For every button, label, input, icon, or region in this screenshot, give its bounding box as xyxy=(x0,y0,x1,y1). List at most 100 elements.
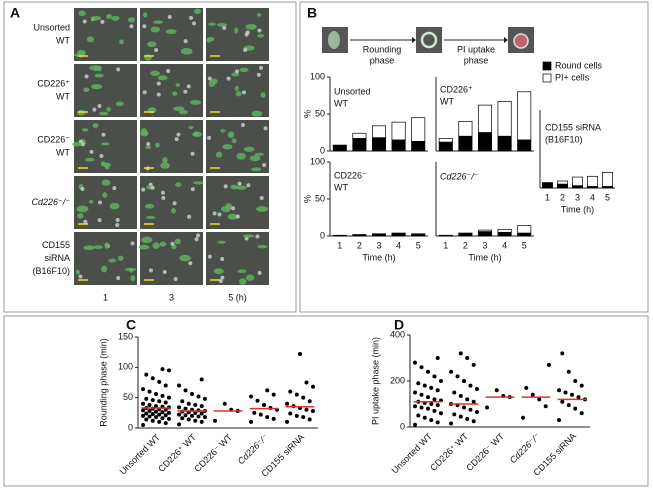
x-tick-label: 4 xyxy=(396,240,401,250)
cell xyxy=(115,223,120,228)
cell xyxy=(161,195,166,200)
dot xyxy=(426,369,430,374)
dot xyxy=(190,413,194,418)
cell xyxy=(117,255,124,261)
cell xyxy=(146,142,151,147)
cell xyxy=(227,213,238,220)
micrograph xyxy=(206,176,269,229)
cell xyxy=(127,17,136,23)
dot xyxy=(202,415,207,420)
cell xyxy=(175,83,181,87)
cell xyxy=(80,186,85,191)
cell xyxy=(254,152,265,156)
cell xyxy=(85,157,95,162)
cell xyxy=(111,15,120,21)
cell xyxy=(102,192,108,198)
cell xyxy=(78,274,83,279)
bar-segment xyxy=(411,233,426,235)
y-tick-label: 50 xyxy=(123,392,133,402)
cell xyxy=(194,8,201,15)
dot xyxy=(465,397,470,402)
cell xyxy=(192,21,197,26)
cell xyxy=(513,33,529,49)
x-tick-label: 5 xyxy=(416,240,421,250)
cell xyxy=(257,244,268,249)
dot xyxy=(196,414,201,419)
x-axis-label: Time (h) xyxy=(468,252,501,262)
cell xyxy=(105,14,112,19)
cell xyxy=(162,269,167,274)
dot xyxy=(452,390,457,395)
dot xyxy=(557,418,562,423)
cell xyxy=(100,161,106,167)
bar-segment xyxy=(517,232,532,237)
cell xyxy=(243,146,255,152)
chart-title: WT xyxy=(334,182,348,192)
bar-segment xyxy=(438,141,453,152)
panel-cd-frame xyxy=(3,315,649,487)
cell xyxy=(260,92,266,98)
cell xyxy=(116,67,121,72)
cell xyxy=(83,219,88,224)
dot xyxy=(307,399,312,404)
cell xyxy=(234,27,239,34)
micrograph xyxy=(206,232,269,285)
bar-segment xyxy=(391,139,406,152)
cell xyxy=(166,69,171,74)
cell xyxy=(90,16,101,21)
x-tick-label: CD226⁻ WT xyxy=(464,431,506,473)
dot xyxy=(310,384,315,389)
bar-segment xyxy=(332,144,347,152)
cell xyxy=(174,137,179,142)
bar-segment xyxy=(411,141,426,152)
dot xyxy=(202,396,207,401)
dot xyxy=(465,416,470,421)
dot xyxy=(150,418,155,423)
cell xyxy=(178,110,188,115)
cell xyxy=(147,41,157,48)
cell xyxy=(223,184,228,189)
column-label: 3 xyxy=(169,292,174,302)
cell xyxy=(174,238,181,245)
bar-segment xyxy=(497,231,512,237)
dot xyxy=(166,368,171,373)
dot xyxy=(524,385,529,390)
y-tick-label: 0 xyxy=(128,422,133,432)
cell xyxy=(99,153,104,158)
cell xyxy=(96,65,102,72)
bar-segment xyxy=(352,132,367,139)
dot xyxy=(560,351,565,356)
dot xyxy=(199,377,204,382)
row-label: (B16F10) xyxy=(32,266,70,276)
cell xyxy=(140,130,149,137)
cell xyxy=(255,234,260,239)
x-tick-label: 5 xyxy=(605,192,610,202)
dot xyxy=(449,421,454,426)
cell xyxy=(246,183,251,188)
y-axis-label: PI uptake phase (min) xyxy=(370,337,380,425)
cell xyxy=(207,135,212,140)
dot xyxy=(177,405,182,410)
dot xyxy=(163,413,168,418)
cell xyxy=(259,195,264,200)
cell xyxy=(75,269,80,275)
cell xyxy=(78,10,86,17)
cell xyxy=(207,76,212,81)
cell xyxy=(119,39,124,45)
cell xyxy=(101,142,110,146)
cell xyxy=(115,101,124,107)
dot xyxy=(458,414,463,419)
phase-diagram: Rounding phase PI uptake phase xyxy=(322,27,534,65)
column-label: 5 (h) xyxy=(228,292,247,302)
dot xyxy=(566,403,571,408)
cell xyxy=(155,142,160,148)
dot xyxy=(154,415,158,420)
cell xyxy=(89,149,94,154)
step-label: phase xyxy=(464,55,489,65)
dot xyxy=(183,388,188,393)
dot xyxy=(419,365,424,370)
cell xyxy=(243,47,248,52)
dot xyxy=(416,413,421,418)
cell xyxy=(157,75,168,81)
chart-title: CD226⁺ xyxy=(440,84,473,94)
